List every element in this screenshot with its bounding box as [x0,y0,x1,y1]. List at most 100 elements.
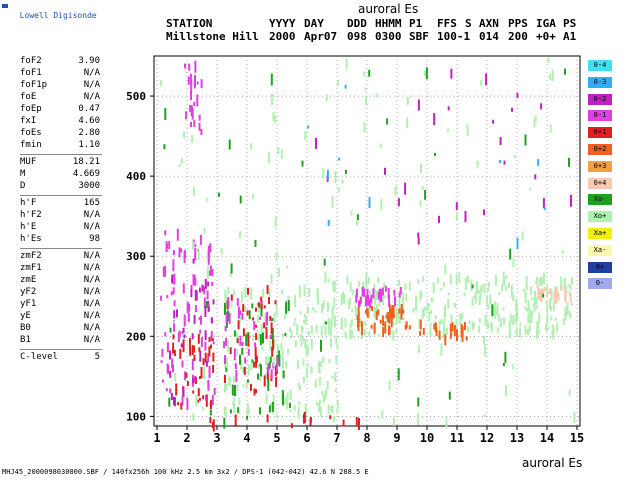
echo-point [546,314,548,325]
echo-point [283,370,285,378]
echo-point [488,282,490,288]
echo-point [380,289,382,298]
echo-point [291,423,293,428]
echo-point [195,305,197,312]
echo-point [162,380,164,383]
echo-point [391,305,393,317]
echo-point [190,122,192,127]
echo-point [233,290,235,296]
echo-point [244,306,246,312]
echo-point [395,309,397,313]
echo-point [255,240,257,247]
echo-point [514,155,516,158]
echo-point [232,385,234,396]
echo-point [206,361,208,367]
echo-point [241,348,243,355]
echo-point [224,355,226,364]
echo-point [265,357,267,366]
echo-point [197,82,199,85]
echo-point [202,395,204,399]
echo-point [287,393,289,400]
echo-point [260,334,262,345]
echo-point [269,316,271,321]
echo-point [490,323,492,328]
echo-point [522,232,524,241]
echo-point [467,327,469,333]
echo-point [535,281,537,284]
echo-point [444,334,446,345]
echo-point [171,291,173,295]
echo-point [204,342,206,351]
echo-point [177,229,179,241]
echo-point [275,217,277,227]
echo-point [549,73,551,80]
echo-point [400,287,402,294]
echo-point [449,392,451,400]
echo-point [212,338,214,341]
x-axis-label: auroral Es [522,457,582,469]
echo-point [380,199,382,210]
echo-point [300,311,302,314]
echo-point [199,351,201,362]
echo-point [247,288,249,295]
echo-point [509,321,511,332]
echo-point [266,312,268,319]
echo-point [394,296,396,306]
echo-point [525,329,527,334]
echo-point [381,411,383,419]
echo-point [282,351,284,357]
echo-point [179,164,181,167]
echo-point [438,216,440,223]
echo-point [230,409,232,413]
y-tick-label: 200 [126,330,146,343]
echo-point [248,408,250,415]
echo-point [562,250,564,253]
echo-point [199,317,201,320]
echo-point [395,185,397,195]
echo-point [505,286,507,291]
echo-point [171,393,173,400]
echo-point [243,384,245,387]
echo-point [166,388,168,391]
x-tick-label: 9 [393,431,400,445]
echo-point [169,388,171,393]
echo-point [330,326,332,337]
echo-point [334,281,336,293]
echo-point [263,322,265,328]
echo-point [168,398,170,407]
echo-point [271,322,273,334]
echo-point [194,248,196,260]
echo-point [175,384,177,396]
echo-point [187,381,189,386]
echo-point [161,349,163,357]
echo-point [368,331,370,336]
echo-point [393,290,395,296]
echo-point [464,322,466,330]
echo-point [324,326,326,335]
x-tick-label: 13 [510,431,524,445]
echo-point [433,282,435,293]
echo-point [192,241,194,249]
echo-point [341,318,343,330]
echo-point [443,282,445,287]
echo-point [320,340,322,352]
echo-point [320,406,322,417]
echo-point [171,358,173,368]
echo-point [465,211,467,222]
echo-point [192,333,194,339]
echo-point [426,212,428,215]
echo-point [314,310,316,313]
echo-point [308,331,310,336]
echo-point [304,285,306,296]
x-tick-label: 14 [540,431,554,445]
echo-point [193,120,195,127]
echo-point [315,138,317,149]
echo-point [504,161,506,165]
echo-point [190,91,192,100]
echo-point [444,305,446,316]
echo-point [351,330,353,338]
echo-point [417,398,419,407]
echo-point [206,198,208,202]
echo-point [484,284,486,294]
echo-point [224,375,226,383]
